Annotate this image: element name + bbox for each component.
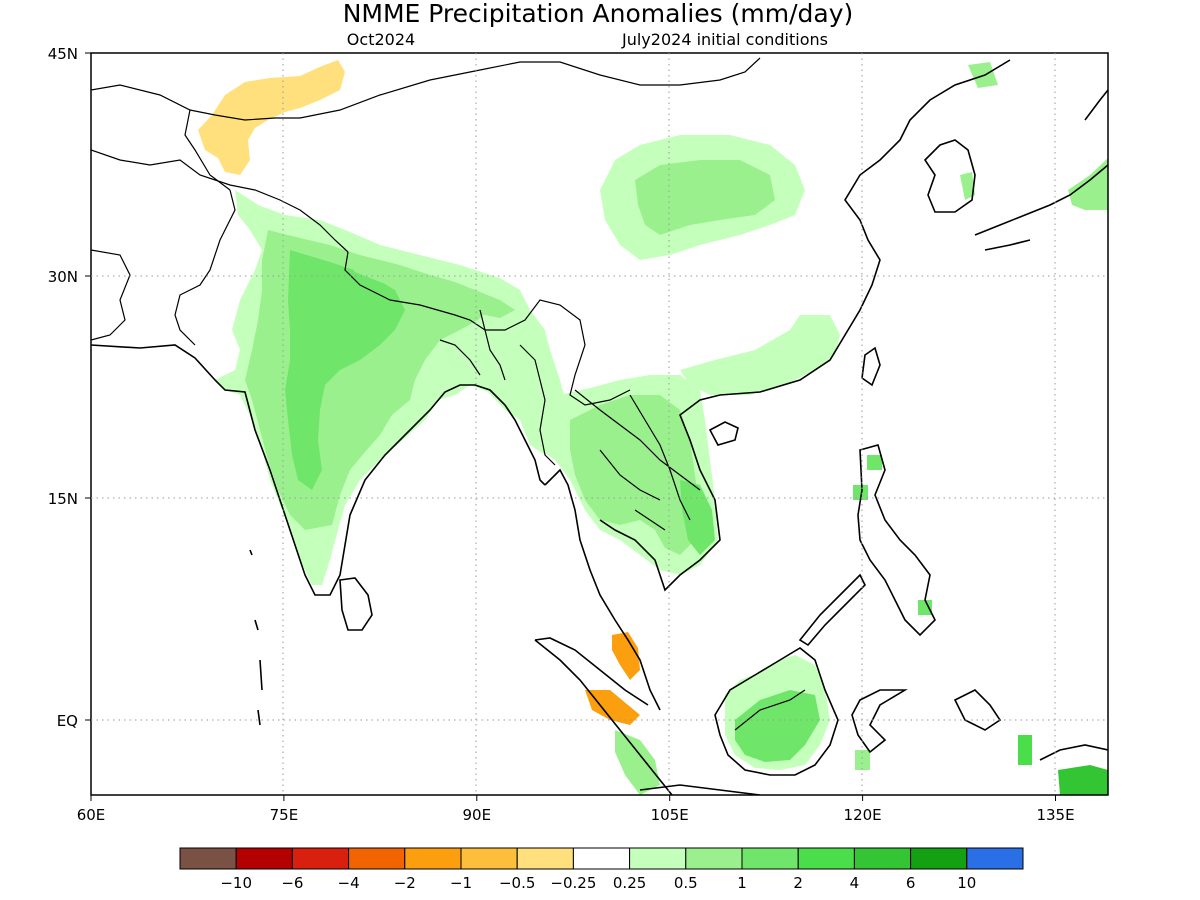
- colorbar-label: −10: [220, 874, 252, 892]
- figure-title: NMME Precipitation Anomalies (mm/day): [343, 0, 854, 28]
- colorbar-swatch: [404, 847, 462, 870]
- anomaly-shading: [198, 60, 1108, 795]
- colorbar-swatch: [572, 847, 631, 870]
- wet-anomaly-borneo: [735, 690, 820, 762]
- wet-anomaly-vietnam: [680, 480, 715, 555]
- colorbar-label: 4: [850, 874, 860, 892]
- colorbar-label: −2: [394, 874, 416, 892]
- colorbar-swatch: [235, 847, 293, 870]
- wet-anomaly-korea: [960, 172, 975, 200]
- lon-tick-label: 90E: [463, 806, 492, 824]
- colorbar-label: 0.25: [613, 874, 646, 892]
- lon-tick-label: 75E: [270, 806, 299, 824]
- lon-tick-label: 135E: [1036, 806, 1074, 824]
- colorbar-label: −4: [338, 874, 360, 892]
- dry-anomaly-malaya: [612, 632, 640, 680]
- initial-conditions-label: July2024 initial conditions: [621, 30, 828, 49]
- colorbar-label: 6: [906, 874, 916, 892]
- wet-anomaly-new-guinea: [1058, 765, 1108, 795]
- colorbar-swatch: [685, 847, 743, 870]
- lat-tick-label: 30N: [48, 268, 78, 286]
- colorbar-swatch: [629, 847, 687, 870]
- colorbar-label: −0.25: [550, 874, 596, 892]
- colorbar-label: −1: [450, 874, 472, 892]
- colorbar-swatch: [516, 847, 574, 870]
- colorbar-label: 1: [737, 874, 747, 892]
- lon-tick-label: 60E: [77, 806, 106, 824]
- colorbar-swatch: [966, 847, 1024, 870]
- dry-anomaly-sumatra: [585, 690, 640, 725]
- colorbar-swatch: [460, 847, 518, 870]
- lat-tick-label: 45N: [48, 45, 78, 63]
- lon-tick-label: 105E: [651, 806, 689, 824]
- wet-anomaly-north-china: [635, 160, 775, 235]
- colorbar: −10 −6 −4 −2 −1 −0.5 −0.25 0.25 0.5 1 2 4 6 10: [179, 847, 1024, 892]
- dry-anomaly-central-asia: [198, 60, 345, 175]
- lon-tick-label: 120E: [844, 806, 882, 824]
- wet-anomaly-india-core: [285, 250, 405, 490]
- colorbar-swatch: [741, 847, 799, 870]
- wet-anomaly-south-china: [680, 315, 840, 395]
- wet-anomaly-sumatra: [615, 730, 660, 795]
- wet-anomaly-mindanao: [918, 600, 932, 615]
- wet-anomaly-himalaya: [345, 255, 515, 318]
- wet-anomaly-philippines: [853, 485, 868, 500]
- colorbar-swatch: [797, 847, 855, 870]
- wet-anomaly-sulawesi: [855, 750, 870, 770]
- colorbar-label: −6: [281, 874, 303, 892]
- wet-anomaly-japan: [1068, 158, 1108, 210]
- valid-month-label: Oct2024: [347, 30, 415, 49]
- colorbar-label: 2: [793, 874, 803, 892]
- wet-anomaly-maluku: [1018, 735, 1032, 765]
- coastlines: [91, 59, 1108, 795]
- colorbar-swatch: [910, 847, 968, 870]
- lat-tick-label: 15N: [48, 490, 78, 508]
- colorbar-label: 0.5: [674, 874, 698, 892]
- longitude-axis: 60E 75E 90E 105E 120E 135E: [77, 795, 1075, 824]
- wet-anomaly-se-asia: [570, 395, 700, 555]
- colorbar-swatch: [179, 847, 237, 870]
- plot-frame: [90, 52, 1109, 796]
- graticule: [91, 53, 1108, 795]
- colorbar-label: −0.5: [499, 874, 535, 892]
- wet-anomaly-luzon: [867, 455, 882, 470]
- lat-tick-label: EQ: [57, 712, 78, 730]
- colorbar-swatch: [291, 847, 350, 870]
- colorbar-swatch: [853, 847, 912, 870]
- colorbar-label: 10: [957, 874, 976, 892]
- latitude-axis: 45N 30N 15N EQ: [48, 45, 91, 730]
- colorbar-swatch: [348, 847, 406, 870]
- country-borders: [91, 57, 806, 731]
